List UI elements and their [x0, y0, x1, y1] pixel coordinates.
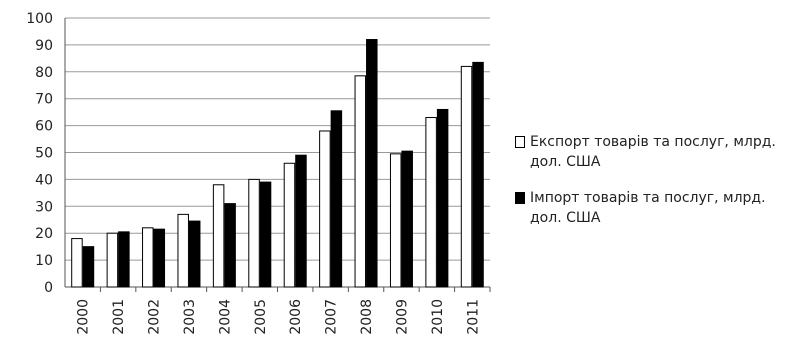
bar-import-2004 [224, 203, 236, 288]
bar-export-2002 [142, 227, 154, 288]
legend-label-import: Імпорт товарів та послуг, млрд. дол. США [530, 190, 766, 226]
bar-import-2002 [153, 228, 166, 288]
bar-export-2003 [177, 213, 189, 288]
bar-export-2001 [106, 232, 119, 288]
bar-import-2007 [330, 110, 343, 288]
x-tick-label: 2010 [430, 299, 446, 335]
y-tick-label: 20 [35, 226, 53, 242]
bar-import-2011 [472, 61, 484, 288]
y-tick-label: 40 [35, 172, 53, 188]
bar-export-2005 [248, 178, 260, 288]
bar-export-2004 [212, 184, 225, 288]
bar-export-2000 [71, 238, 83, 288]
x-tick-label: 2005 [253, 299, 269, 335]
y-tick-label: 30 [35, 199, 53, 215]
legend-swatch-export [515, 136, 525, 148]
x-tick-label: 2002 [147, 299, 163, 335]
x-tick-label: 2004 [217, 299, 233, 335]
y-tick-label: 80 [35, 65, 53, 81]
bar-import-2003 [188, 220, 201, 288]
x-tick-label: 2008 [359, 299, 375, 335]
bar-import-2010 [436, 108, 449, 288]
legend-swatch-import [515, 192, 525, 204]
bar-export-2007 [319, 130, 331, 288]
bar-import-2005 [259, 181, 272, 288]
bar-import-2008 [366, 39, 378, 288]
bar-import-2009 [401, 150, 413, 288]
x-tick-label: 2006 [288, 299, 304, 335]
y-tick-label: 100 [26, 11, 53, 27]
bar-export-2010 [425, 117, 437, 288]
y-tick-label: 50 [35, 146, 53, 162]
y-tick-label: 0 [44, 280, 53, 296]
y-tick-label: 10 [35, 253, 53, 269]
bar-export-2008 [354, 75, 367, 288]
chart-legend: Експорт товарів та послуг, млрд. дол. СШ… [515, 132, 780, 244]
y-tick-label: 90 [35, 38, 53, 54]
bar-export-2011 [460, 65, 473, 288]
x-tick-label: 2003 [182, 299, 198, 335]
bar-import-2001 [118, 231, 130, 288]
y-tick-label: 70 [35, 92, 53, 108]
legend-label-export: Експорт товарів та послуг, млрд. дол. СШ… [530, 134, 776, 170]
x-tick-label: 2001 [111, 299, 127, 335]
x-tick-label: 2000 [76, 299, 92, 335]
bar-export-2006 [283, 162, 296, 288]
y-tick-label: 60 [35, 119, 53, 135]
bar-import-2000 [82, 246, 95, 288]
bar-export-2009 [389, 153, 402, 288]
x-tick-label: 2011 [465, 299, 481, 335]
legend-item-export: Експорт товарів та послуг, млрд. дол. СШ… [515, 132, 780, 172]
legend-item-import: Імпорт товарів та послуг, млрд. дол. США [515, 188, 780, 228]
x-tick-label: 2009 [394, 299, 410, 335]
x-tick-label: 2007 [324, 299, 340, 335]
bar-import-2006 [295, 154, 307, 288]
